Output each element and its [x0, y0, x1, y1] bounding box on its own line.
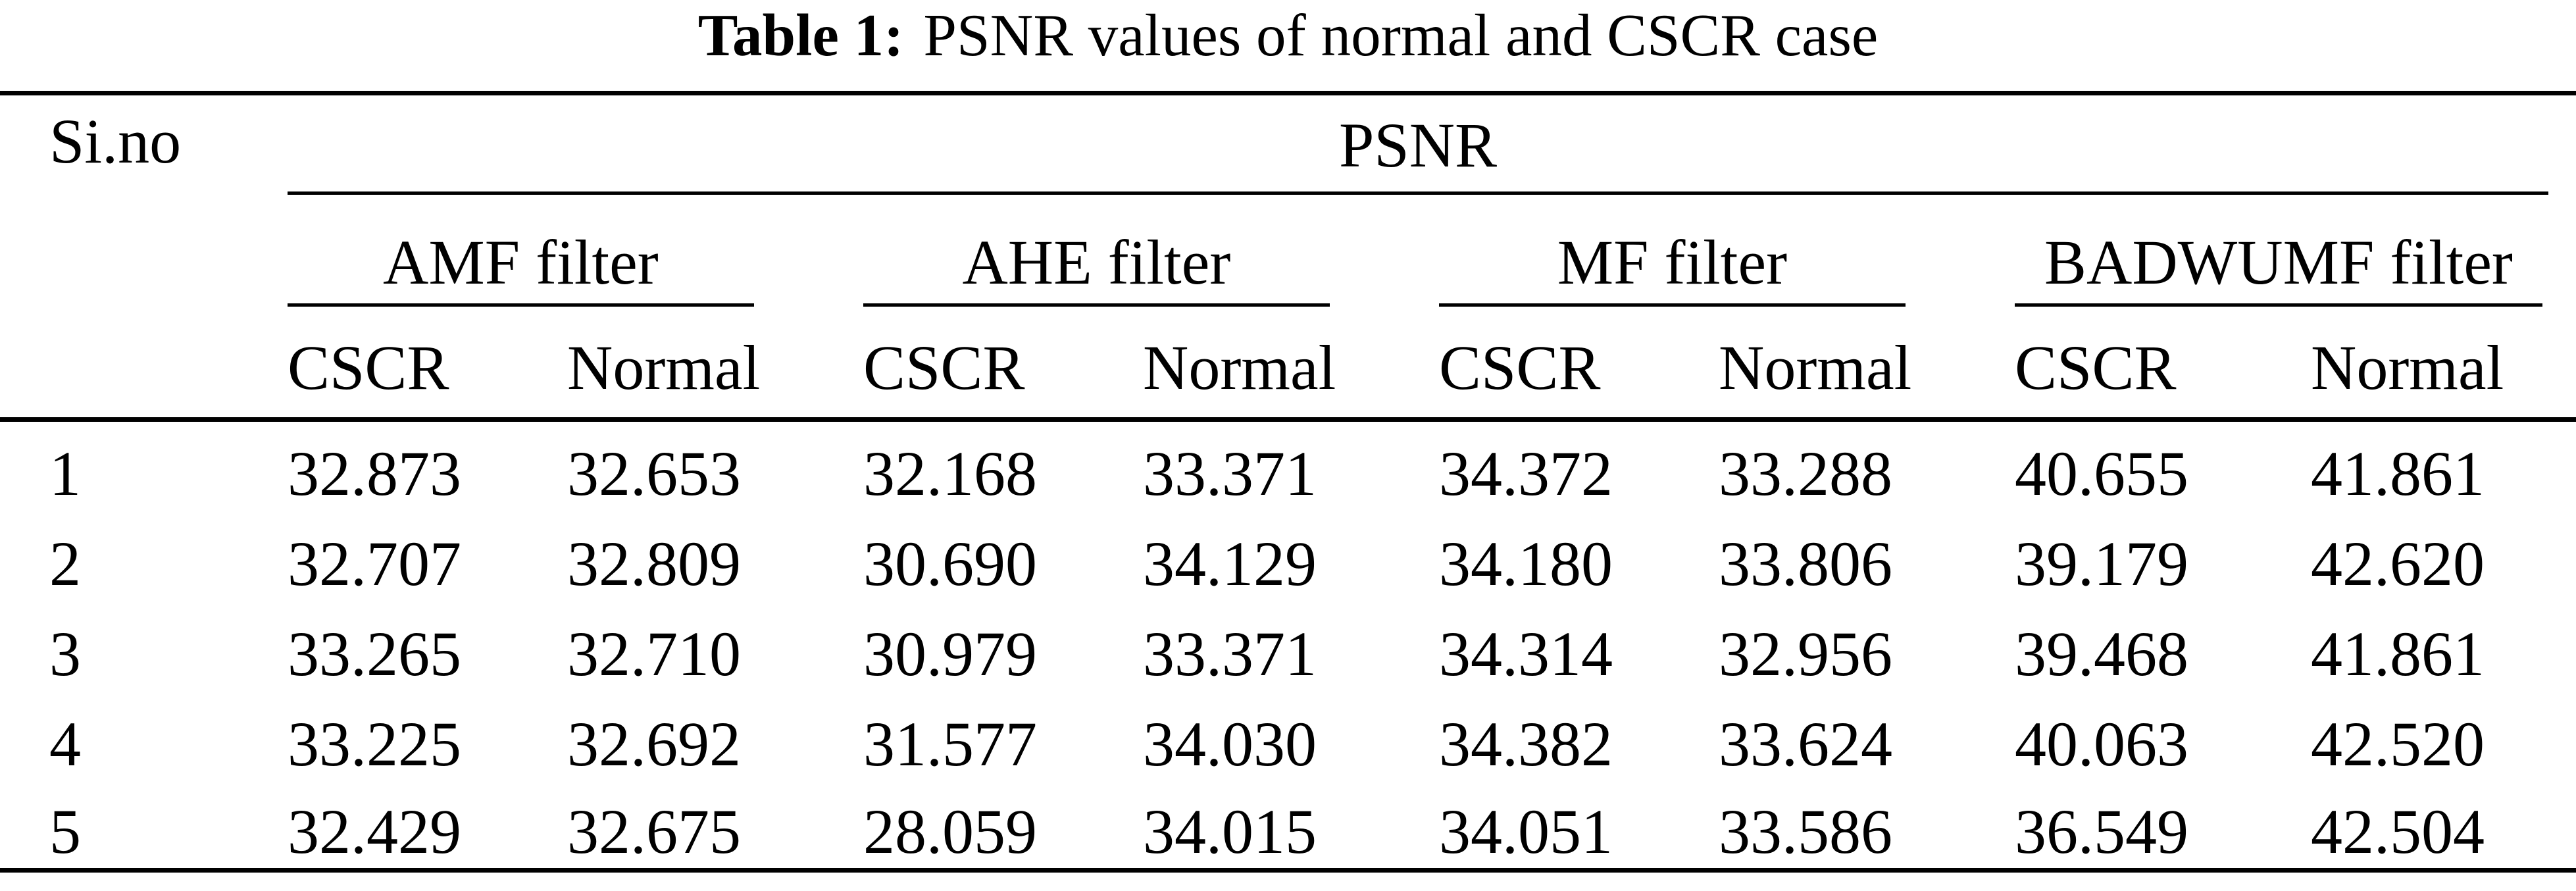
header-psnr: PSNR [288, 93, 2576, 195]
data-cell: 34.015 [1143, 796, 1317, 867]
ahe-underline: AHE filter [863, 230, 1330, 307]
data-cell: 34.382 [1439, 708, 1613, 779]
data-cell: 33.371 [1143, 438, 1317, 509]
badwumf-underline: BADWUMF filter [2015, 230, 2542, 307]
cell-si-no: 5 [49, 796, 81, 867]
data-cell: 34.129 [1143, 528, 1317, 599]
header-sub-badwumf-cscr: CSCR [2015, 306, 2311, 422]
cell-si-no: 4 [49, 708, 81, 779]
table-row: 4 33.225 32.692 31.577 34.030 34.382 33.… [0, 690, 2576, 780]
header-si-no: Si.no [0, 93, 288, 422]
header-row-groups: AMF filter AHE filter MF filter BADWUMF … [0, 195, 2576, 307]
table-body: 1 32.873 32.653 32.168 33.371 34.372 33.… [0, 420, 2576, 871]
data-cell: 30.979 [863, 618, 1037, 689]
data-cell: 33.806 [1719, 528, 1892, 599]
data-cell: 39.179 [2015, 528, 2188, 599]
data-cell: 32.809 [567, 528, 741, 599]
data-cell: 34.372 [1439, 438, 1613, 509]
header-sub-amf-normal: Normal [567, 306, 863, 422]
data-cell: 32.707 [288, 528, 461, 599]
header-row-sub: CSCR Normal CSCR Normal CSCR Normal CSCR… [0, 306, 2576, 422]
data-cell: 34.180 [1439, 528, 1613, 599]
data-cell: 32.710 [567, 618, 741, 689]
data-cell: 42.504 [2311, 796, 2485, 867]
data-cell: 33.225 [288, 708, 461, 779]
data-cell: 34.051 [1439, 796, 1613, 867]
data-cell: 32.675 [567, 796, 741, 867]
data-cell: 32.429 [288, 796, 461, 867]
table-row: 3 33.265 32.710 30.979 33.371 34.314 32.… [0, 600, 2576, 690]
caption-label: Table 1: [697, 2, 904, 68]
data-cell: 42.620 [2311, 528, 2485, 599]
data-cell: 32.653 [567, 438, 741, 509]
data-cell: 39.468 [2015, 618, 2188, 689]
header-group-mf: MF filter [1439, 195, 2015, 307]
table-header: Si.no PSNR AMF filter AHE filter MF filt… [0, 93, 2576, 422]
mf-underline: MF filter [1439, 230, 1906, 307]
data-cell: 33.288 [1719, 438, 1892, 509]
table-caption: Table 1: PSNR values of normal and CSCR c… [0, 0, 2576, 91]
header-sub-mf-cscr: CSCR [1439, 306, 1719, 422]
data-cell: 32.168 [863, 438, 1037, 509]
data-cell: 33.624 [1719, 708, 1892, 779]
data-cell: 36.549 [2015, 796, 2188, 867]
data-cell: 40.063 [2015, 708, 2188, 779]
data-cell: 31.577 [863, 708, 1037, 779]
header-sub-ahe-normal: Normal [1143, 306, 1439, 422]
header-group-badwumf: BADWUMF filter [2015, 195, 2576, 307]
header-sub-badwumf-normal: Normal [2311, 306, 2576, 422]
data-cell: 40.655 [2015, 438, 2188, 509]
data-cell: 28.059 [863, 796, 1037, 867]
cell-si-no: 3 [49, 618, 81, 689]
table-row: 1 32.873 32.653 32.168 33.371 34.372 33.… [0, 420, 2576, 510]
psnr-underline: PSNR [288, 113, 2549, 195]
table-row: 5 32.429 32.675 28.059 34.015 34.051 33.… [0, 780, 2576, 871]
ahe-label: AHE filter [962, 226, 1231, 297]
data-cell: 33.371 [1143, 618, 1317, 689]
data-cell: 41.861 [2311, 438, 2485, 509]
header-row-top: Si.no PSNR [0, 93, 2576, 422]
data-cell: 41.861 [2311, 618, 2485, 689]
mf-label: MF filter [1557, 226, 1788, 297]
data-cell: 32.956 [1719, 618, 1892, 689]
header-sub-ahe-cscr: CSCR [863, 306, 1143, 422]
caption-text: PSNR values of normal and CSCR case [923, 2, 1879, 68]
header-sub-amf-cscr: CSCR [288, 306, 567, 422]
data-cell: 33.586 [1719, 796, 1892, 867]
data-cell: 42.520 [2311, 708, 2485, 779]
data-cell: 30.690 [863, 528, 1037, 599]
data-cell: 33.265 [288, 618, 461, 689]
table-row: 2 32.707 32.809 30.690 34.129 34.180 33.… [0, 510, 2576, 600]
header-group-amf: AMF filter [288, 195, 863, 307]
psnr-table: Si.no PSNR AMF filter AHE filter MF filt… [0, 91, 2576, 873]
header-sub-mf-normal: Normal [1719, 306, 2015, 422]
cell-si-no: 2 [49, 528, 81, 599]
data-cell: 32.692 [567, 708, 741, 779]
amf-underline: AMF filter [288, 230, 754, 307]
data-cell: 34.030 [1143, 708, 1317, 779]
data-cell: 32.873 [288, 438, 461, 509]
psnr-label: PSNR [1338, 109, 1498, 180]
badwumf-label: BADWUMF filter [2044, 226, 2513, 297]
amf-label: AMF filter [383, 226, 659, 297]
header-group-ahe: AHE filter [863, 195, 1439, 307]
data-cell: 34.314 [1439, 618, 1613, 689]
cell-si-no: 1 [49, 438, 81, 509]
